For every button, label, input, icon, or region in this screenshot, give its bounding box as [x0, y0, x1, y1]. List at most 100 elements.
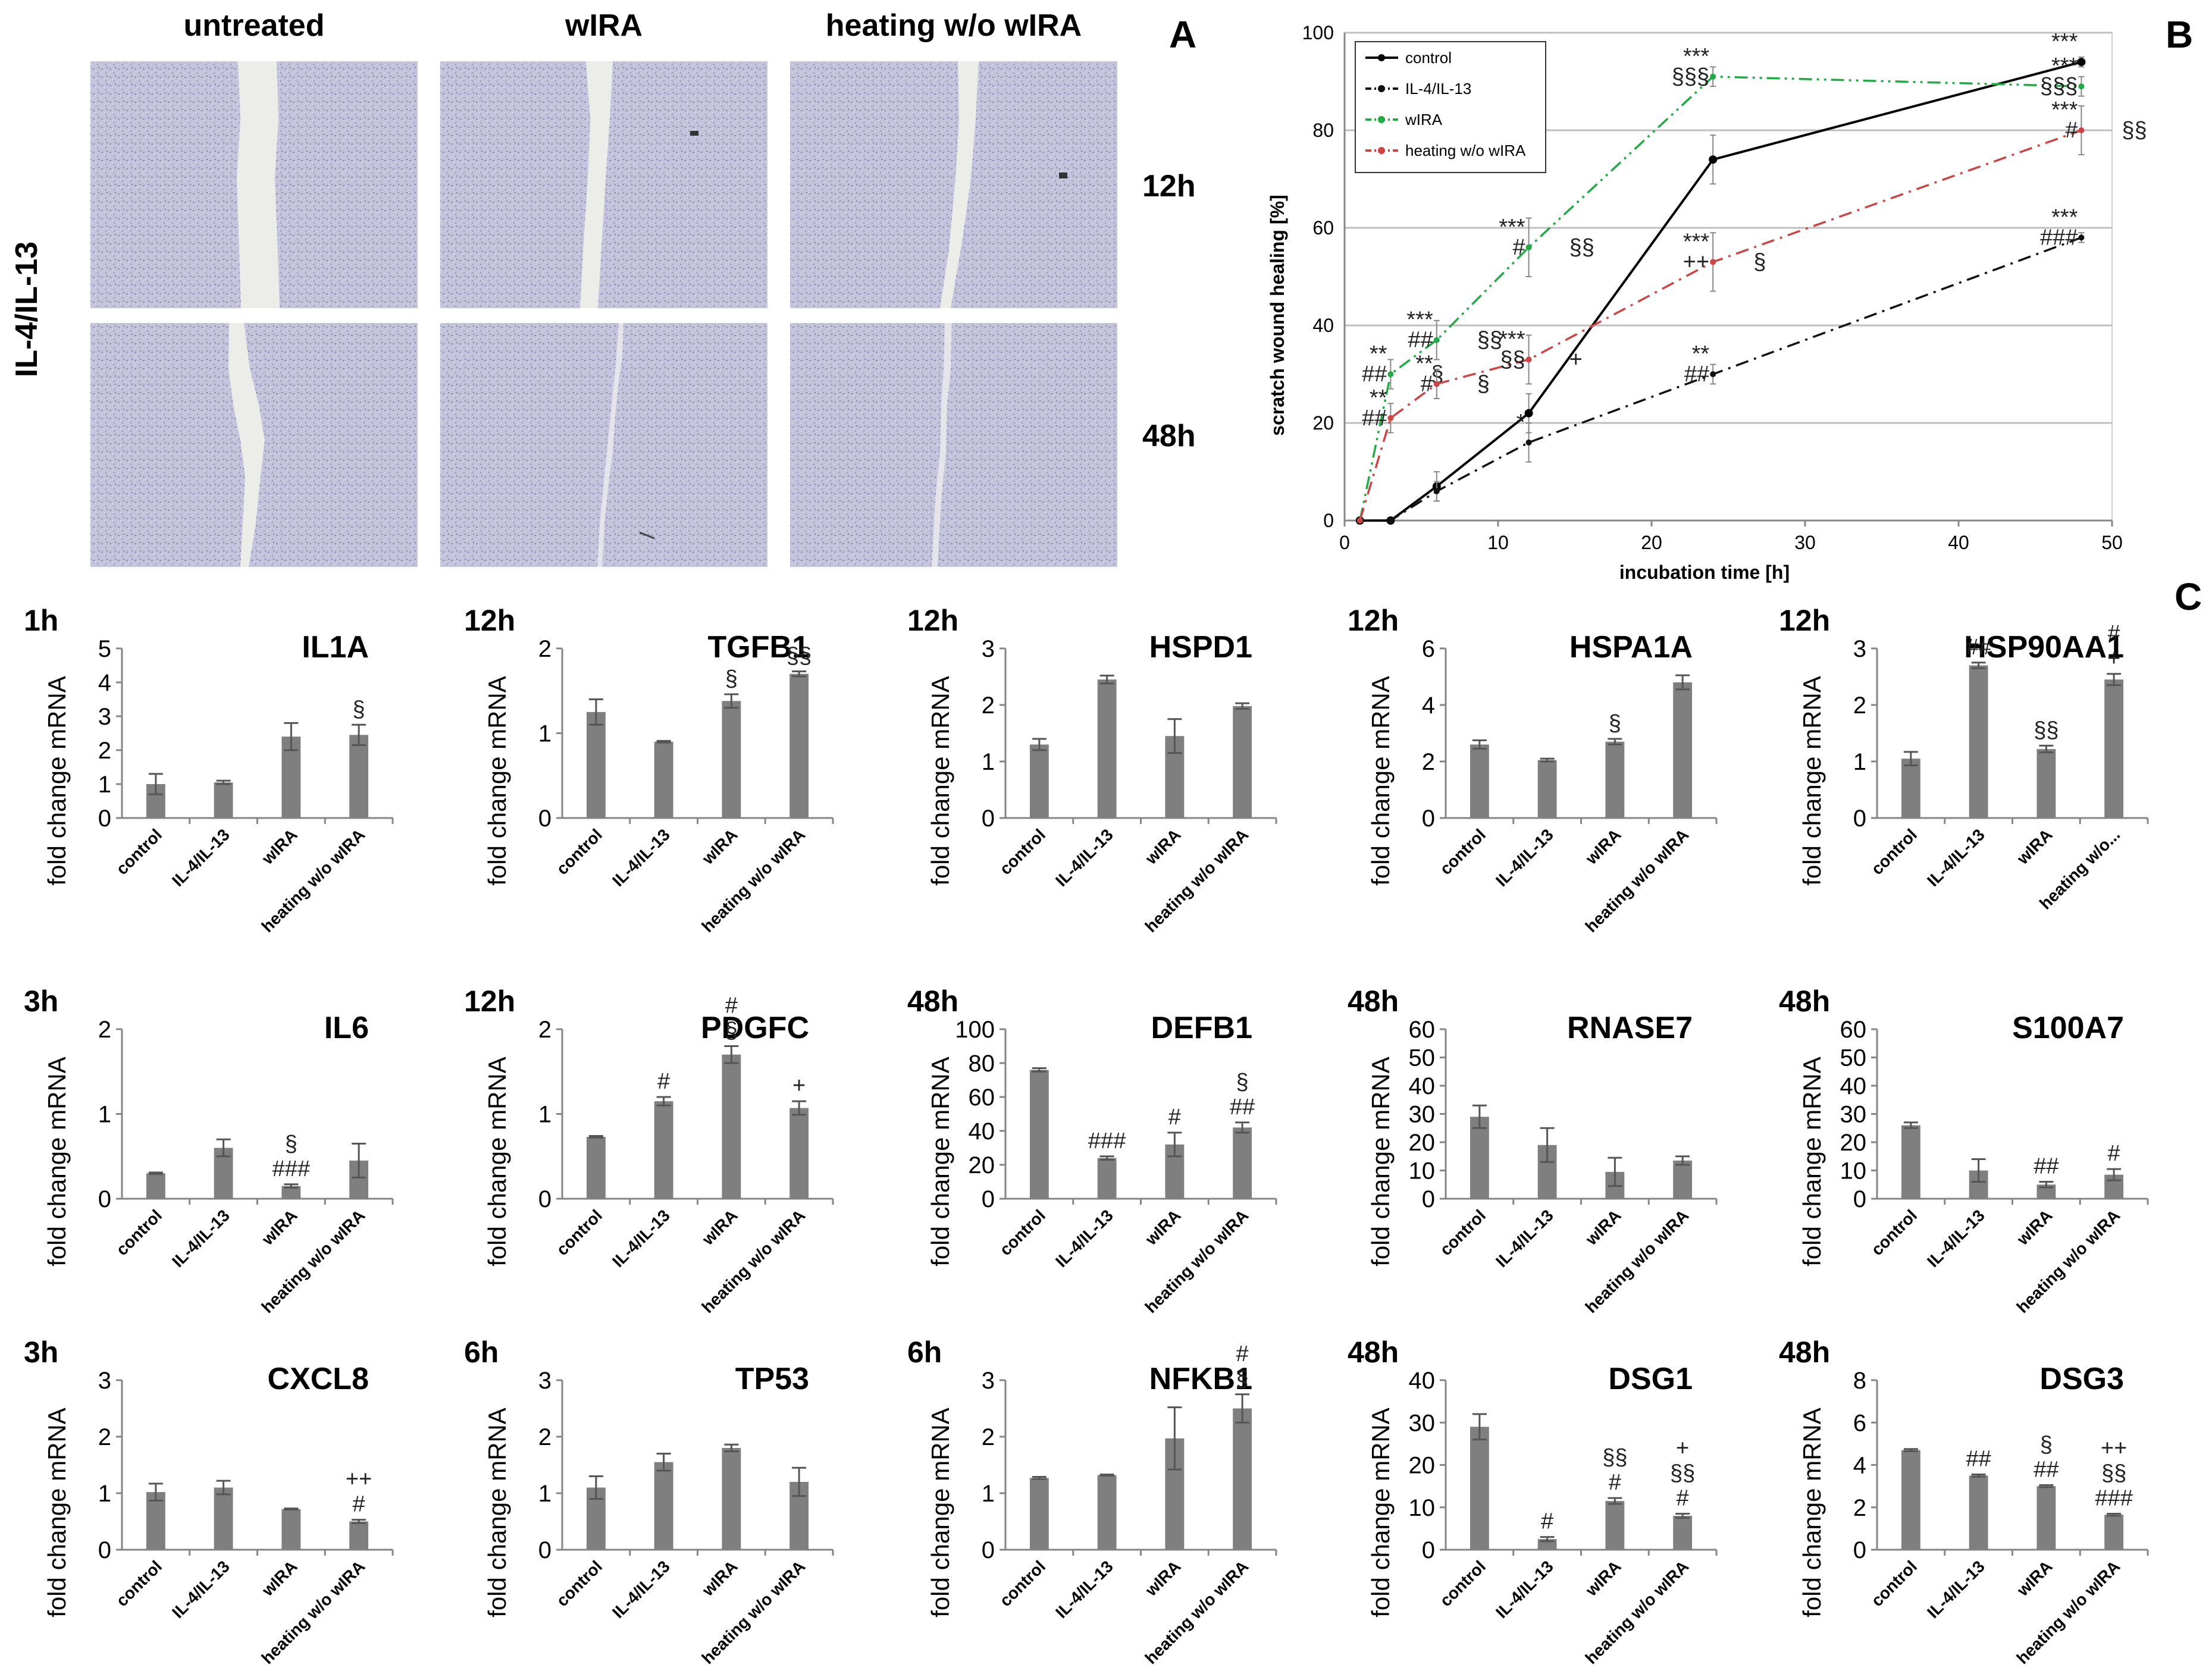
- significance-annotation: ###: [2040, 225, 2078, 250]
- bar: [281, 1509, 301, 1550]
- y-tick-label: 2: [538, 1017, 552, 1043]
- y-tick-label: 0: [98, 1537, 111, 1563]
- chart-gene-title: NFKB1: [1149, 1362, 1252, 1396]
- data-point: [1356, 518, 1363, 524]
- y-tick-label: 6: [1422, 636, 1435, 662]
- x-tick-label: 40: [1948, 532, 1969, 553]
- y-axis-label: fold change mRNA: [43, 1057, 71, 1267]
- significance-annotation: ##: [1966, 1447, 1991, 1472]
- micrograph-wira-48h: [440, 323, 767, 567]
- chart-time-label: 12h: [464, 985, 515, 1018]
- y-tick-label: 2: [538, 636, 552, 662]
- chart-time-label: 12h: [1348, 604, 1399, 637]
- chart-gene-title: CXCL8: [268, 1362, 369, 1396]
- y-tick-label: 50: [1409, 1045, 1436, 1071]
- significance-annotation: §§: [2101, 1460, 2126, 1485]
- significance-annotation: §§: [2034, 717, 2059, 742]
- x-tick-label: IL-4/IL-13: [1492, 1557, 1557, 1622]
- chart-gene-title: DSG3: [2039, 1362, 2124, 1396]
- chart-gene-title: IL6: [324, 1011, 369, 1045]
- y-tick-label: 10: [1840, 1158, 1867, 1184]
- x-tick-label: control: [112, 1206, 165, 1259]
- y-tick-label: 5: [98, 636, 111, 662]
- x-tick-label: control: [1436, 1206, 1489, 1259]
- y-tick-label: 0: [1422, 1537, 1435, 1563]
- y-tick-label: 0: [538, 1537, 552, 1563]
- significance-annotation: +: [1569, 347, 1583, 372]
- y-tick-label: 2: [982, 692, 995, 719]
- x-tick-label: wIRA: [2013, 1557, 2056, 1600]
- significance-annotation: §§: [1670, 1460, 1695, 1485]
- legend-marker: [1378, 85, 1385, 92]
- bar: [1097, 1475, 1117, 1550]
- x-tick-label: control: [553, 825, 606, 878]
- x-tick-label: control: [553, 1206, 606, 1259]
- significance-annotation: ***: [2051, 54, 2078, 79]
- x-tick-label: IL-4/IL-13: [1052, 1557, 1117, 1622]
- y-tick-label: 2: [538, 1424, 552, 1450]
- y-axis-label: fold change mRNA: [1367, 1408, 1395, 1618]
- significance-annotation: #: [1677, 1485, 1689, 1510]
- y-tick-label: 2: [1853, 1495, 1866, 1521]
- bar-chart-defb1: 48h DEFB1 fold change mRNA 0 20 40 60 80 100 cont…: [907, 985, 1277, 1317]
- y-tick-label: 0: [98, 1186, 111, 1212]
- y-axis-label: fold change mRNA: [926, 676, 954, 886]
- data-point: [1524, 409, 1533, 418]
- y-tick-label: 40: [969, 1118, 995, 1145]
- significance-annotation: ##: [1408, 328, 1433, 353]
- significance-annotation: ##: [1684, 362, 1709, 387]
- significance-annotation: **: [1415, 351, 1433, 376]
- x-tick-label: control: [996, 1206, 1049, 1259]
- significance-annotation: §§: [2122, 118, 2147, 143]
- significance-annotation: #: [2108, 1141, 2120, 1166]
- y-tick-label: 2: [98, 738, 111, 764]
- y-tick-label: 4: [1422, 692, 1435, 719]
- significance-annotation: §§: [1477, 328, 1502, 353]
- bar-chart-pdgfc: 12h PDGFC fold change mRNA 0 1 2 control IL-4/I…: [464, 985, 834, 1317]
- y-axis-label: fold change mRNA: [43, 1408, 71, 1618]
- bar: [1233, 706, 1252, 818]
- significance-annotation: *: [1517, 410, 1525, 435]
- bar-chart-cxcl8: 3h CXCL8 fold change mRNA 0 1 2 3 control IL-4/I…: [24, 1336, 394, 1668]
- significance-annotation: ***: [2051, 29, 2078, 54]
- micrograph-untreated-48h: [90, 323, 418, 567]
- bar: [2104, 1515, 2124, 1550]
- y-tick-label: 1: [98, 1481, 111, 1507]
- chart-time-label: 3h: [24, 985, 58, 1018]
- y-axis-label: fold change mRNA: [1798, 676, 1826, 886]
- significance-annotation: #: [1168, 1105, 1181, 1130]
- y-tick-label: 100: [955, 1017, 995, 1043]
- y-tick-label: 4: [98, 670, 111, 696]
- y-tick-label: 60: [1409, 1017, 1436, 1043]
- significance-annotation: §: [1753, 249, 1766, 274]
- x-tick-label: 50: [2101, 532, 2123, 553]
- bar: [586, 712, 606, 818]
- data-point: [1387, 415, 1394, 421]
- data-point: [1709, 155, 1718, 164]
- significance-annotation: ***: [2051, 98, 2078, 123]
- y-tick-label: 1: [982, 1481, 995, 1507]
- chart-gene-title: DSG1: [1608, 1362, 1693, 1396]
- series-line-1: [1359, 236, 2082, 522]
- y-tick-label: 6: [1853, 1410, 1866, 1436]
- data-point: [2078, 234, 2085, 241]
- significance-annotation: ***: [2051, 205, 2078, 230]
- significance-annotation: §: [1236, 1070, 1249, 1095]
- x-tick-label: control: [1436, 1557, 1489, 1610]
- x-tick-label: IL-4/IL-13: [609, 825, 673, 890]
- x-tick-label: IL-4/IL-13: [1923, 1557, 1988, 1622]
- x-tick-label: control: [996, 825, 1049, 878]
- bar: [586, 1136, 606, 1199]
- significance-annotation: #: [1236, 1342, 1249, 1366]
- significance-annotation: §: [1236, 1366, 1249, 1391]
- x-tick-label: wIRA: [698, 1557, 741, 1600]
- y-tick-label: 0: [1853, 1537, 1866, 1563]
- series-line-3: [1359, 129, 2082, 521]
- significance-annotation: ++: [1683, 249, 1709, 274]
- significance-annotation: #: [2108, 621, 2120, 646]
